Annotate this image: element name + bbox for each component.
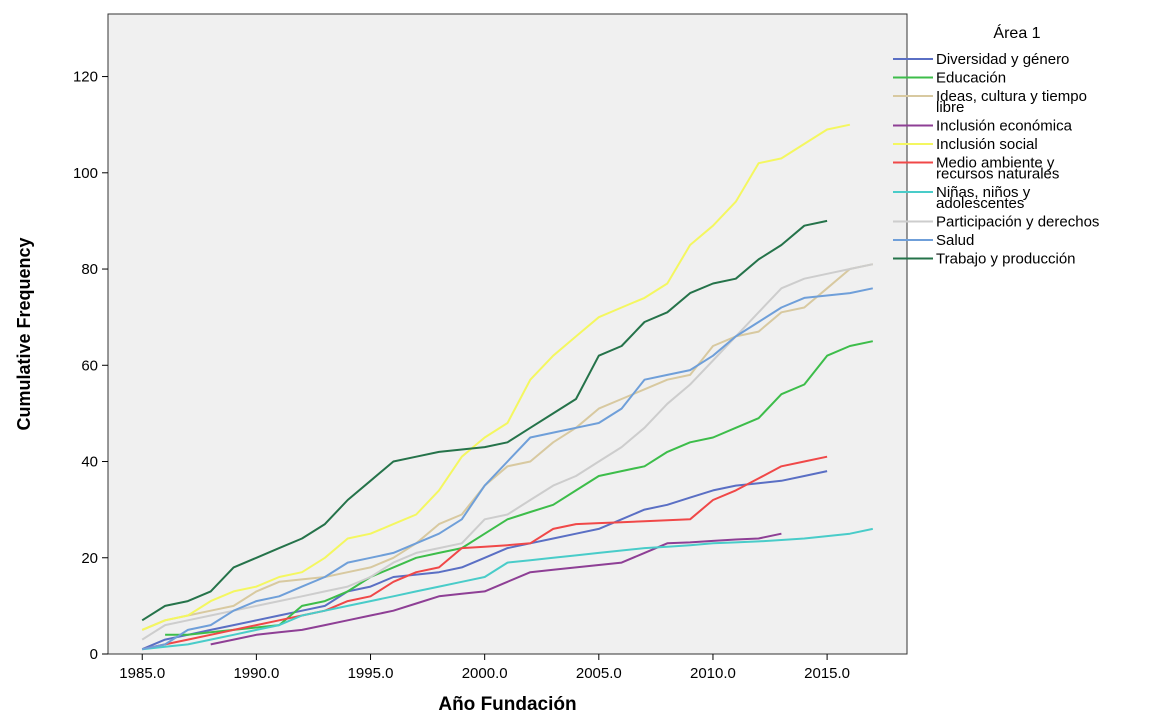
series-line-2 (165, 340, 874, 636)
y-tick-label: 120 (73, 69, 98, 86)
series-line-3 (141, 263, 874, 631)
legend-title: Área 1 (993, 23, 1040, 42)
x-tick-label: 2005.0 (576, 665, 622, 682)
series-line-7 (142, 527, 874, 651)
y-axis-title: Cumulative Frequency (14, 237, 34, 430)
series-line-5 (141, 123, 851, 631)
x-tick-label: 1995.0 (348, 665, 394, 682)
legend-label: libre (936, 99, 964, 116)
legend-label: Educación (936, 70, 1006, 87)
legend-label: adolescentes (936, 195, 1024, 212)
series-line-9 (141, 287, 874, 651)
series-line-6 (141, 455, 828, 651)
legend-label: Inclusión económica (936, 118, 1073, 135)
y-tick-label: 80 (81, 261, 98, 278)
x-tick-label: 1985.0 (119, 665, 165, 682)
x-tick-label: 2015.0 (804, 665, 850, 682)
y-tick-label: 60 (81, 357, 98, 374)
x-tick-label: 1990.0 (233, 665, 279, 682)
legend-label: Salud (936, 232, 974, 249)
legend-label: Ideas, cultura y tiempo (936, 88, 1087, 105)
series-line-8 (141, 263, 874, 641)
legend: Área 1 Diversidad y género EducaciónIdeas… (893, 23, 1099, 268)
x-tick-label: 2010.0 (690, 665, 736, 682)
legend-label: Trabajo y producción (936, 251, 1076, 268)
series-line-4 (210, 532, 782, 646)
legend-entry: Participación y derechos (893, 214, 1099, 231)
series-line-1 (141, 470, 828, 651)
series-lines (141, 123, 874, 651)
legend-entry: Educación (893, 70, 1006, 87)
legend-entry: Diversidad y género (893, 51, 1069, 68)
legend-label: recursos naturales (936, 166, 1059, 183)
legend-label: Diversidad y género (936, 51, 1069, 68)
legend-label: Inclusión social (936, 136, 1038, 153)
y-tick-label: 20 (81, 550, 98, 567)
plot-area (107, 13, 908, 655)
y-tick-label: 0 (90, 646, 98, 663)
legend-label: Participación y derechos (936, 214, 1099, 231)
legend-label: Medio ambiente y (936, 155, 1055, 172)
y-tick-label: 40 (81, 454, 98, 471)
y-tick-label: 100 (73, 165, 98, 182)
legend-label: Niñas, niños y (936, 184, 1031, 201)
legend-entry: Inclusión económica (893, 118, 1073, 135)
legend-entry: Trabajo y producción (893, 251, 1076, 268)
x-axis-title: Año Fundación (438, 694, 576, 715)
x-tick-label: 2000.0 (462, 665, 508, 682)
legend-entry: Salud (893, 232, 974, 249)
legend-entry: Inclusión social (893, 136, 1038, 153)
axes: 0 20 40 60 80 100 120 1985.0 1990.0 1995.0 2000.0 2… (73, 69, 850, 682)
series-line-10 (141, 219, 828, 622)
